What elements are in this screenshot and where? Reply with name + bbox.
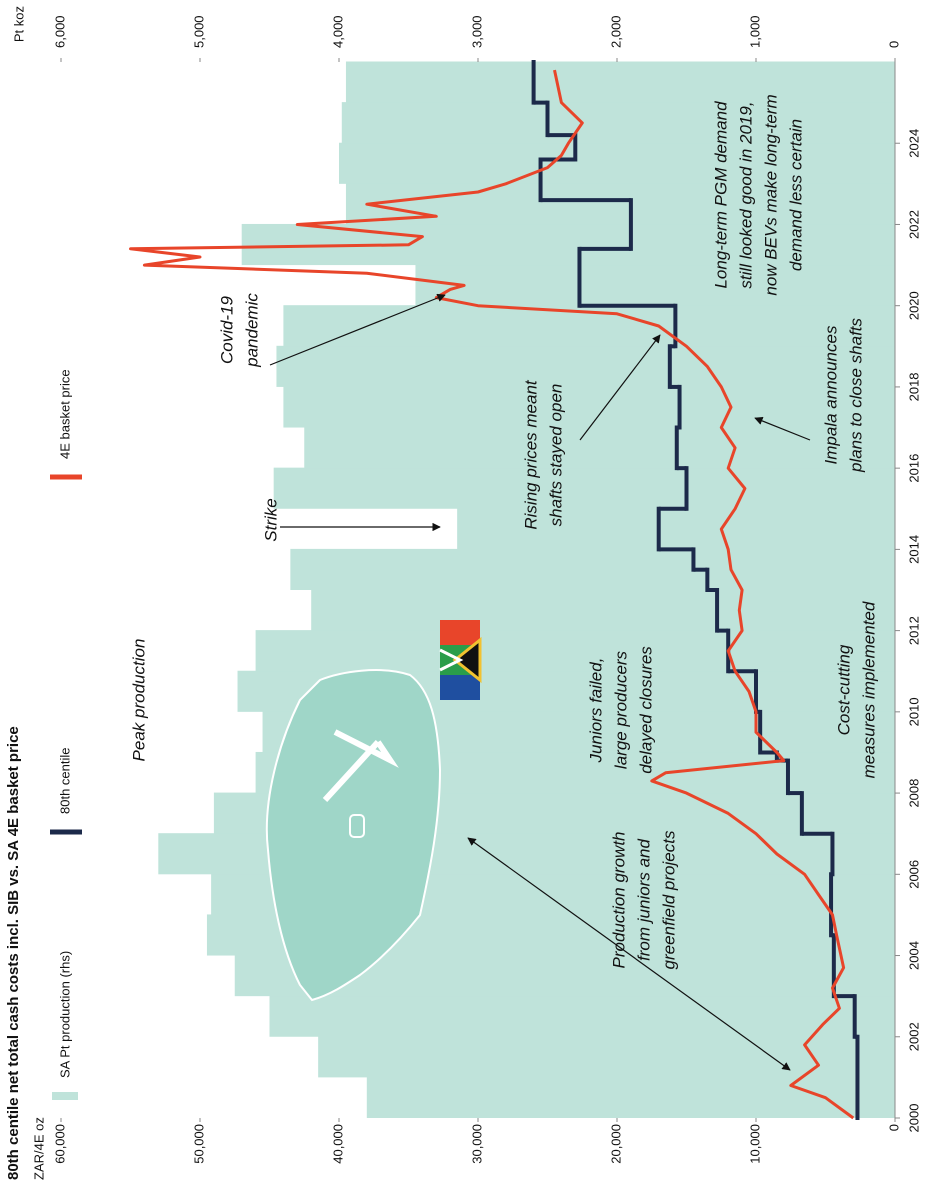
annotation: now BEVs make long-term [761,94,780,295]
x-tick-label: 2020 [906,291,921,320]
annotation: Covid-19 [217,295,236,364]
y-tick-label: 60,000 [52,1124,67,1164]
x-tick-label: 2002 [906,1022,921,1051]
x-tick-label: 2000 [906,1104,921,1133]
annotation: shafts stayed open [546,384,565,527]
x-tick-label: 2022 [906,210,921,239]
x-tick-label: 2014 [906,535,921,564]
area-step [276,345,895,387]
y-axis-label: ZAR/4E oz [31,1117,46,1180]
annotation: large producers [611,650,630,769]
area-step [339,142,895,184]
annotation: Long-term PGM demand [711,101,730,289]
annotation-arrow [579,334,661,441]
y2-tick-label: 2,000 [608,15,623,48]
south-africa-map [265,669,442,1002]
annotation: pandemic [242,293,261,368]
chart-title: 80th centile net total cash costs incl. … [5,726,22,1180]
legend-label: SA Pt production (rhs) [57,951,72,1078]
annotation: measures implemented [859,601,878,778]
x-tick-label: 2024 [906,129,921,158]
area-step [415,264,895,306]
y2-tick-label: 1,000 [747,15,762,48]
y2-tick-label: 5,000 [191,15,206,48]
area-step [366,1076,895,1118]
annotation: Production growth [609,831,628,968]
annotation: delayed closures [636,646,655,774]
annotation: greenfield projects [659,830,678,969]
area-step [341,102,895,144]
annotation: still looked good in 2019, [736,101,755,288]
line [129,69,855,1120]
area-step [345,61,895,103]
area-step [311,589,895,631]
annotation: Juniors failed, [586,658,605,764]
area-step [283,386,895,428]
x-tick-label: 2018 [906,372,921,401]
area-step [457,508,895,550]
annotation-arrow [754,416,811,441]
x-tick-label: 2008 [906,779,921,808]
legend-label: 4E basket price [57,369,72,459]
annotation: Strike [261,498,280,541]
annotation-arrow [269,293,446,366]
annotation-arrow [467,837,791,1071]
x-tick-label: 2010 [906,697,921,726]
y-tick-label: 20,000 [608,1124,623,1164]
y2-tick-label: 3,000 [469,15,484,48]
annotation: Impala announces [821,325,840,464]
y-tick-label: 50,000 [191,1124,206,1164]
annotation: demand less certain [786,119,805,271]
y2-tick-label: 0 [886,41,901,48]
annotation: Peak production [129,639,148,762]
y2-axis-label: Pt koz [11,6,26,42]
annotation: Cost-cutting [834,644,853,735]
area-step [290,548,896,590]
area-step [255,630,896,672]
legend-swatch [52,1092,78,1100]
annotation: Rising prices meant [521,379,540,530]
chart-frame: 80th centile net total cash costs incl. … [5,6,921,1180]
y-tick-label: 0 [886,1124,901,1131]
x-tick-label: 2012 [906,616,921,645]
annotation: from juniors and [634,839,653,961]
area-step [283,305,895,347]
x-tick-label: 2006 [906,860,921,889]
y2-tick-label: 4,000 [330,15,345,48]
y2-tick-label: 6,000 [52,15,67,48]
legend-label: 80th centile [57,748,72,815]
y-tick-label: 30,000 [469,1124,484,1164]
area-step [304,427,895,469]
y-tick-label: 40,000 [330,1124,345,1164]
annotation: plans to close shafts [846,317,865,473]
flag [439,620,482,700]
area-step [273,467,896,509]
x-tick-label: 2004 [906,941,921,970]
x-tick-label: 2016 [906,454,921,483]
y-tick-label: 10,000 [747,1124,762,1164]
area-step [269,995,895,1037]
area-step [345,183,895,225]
